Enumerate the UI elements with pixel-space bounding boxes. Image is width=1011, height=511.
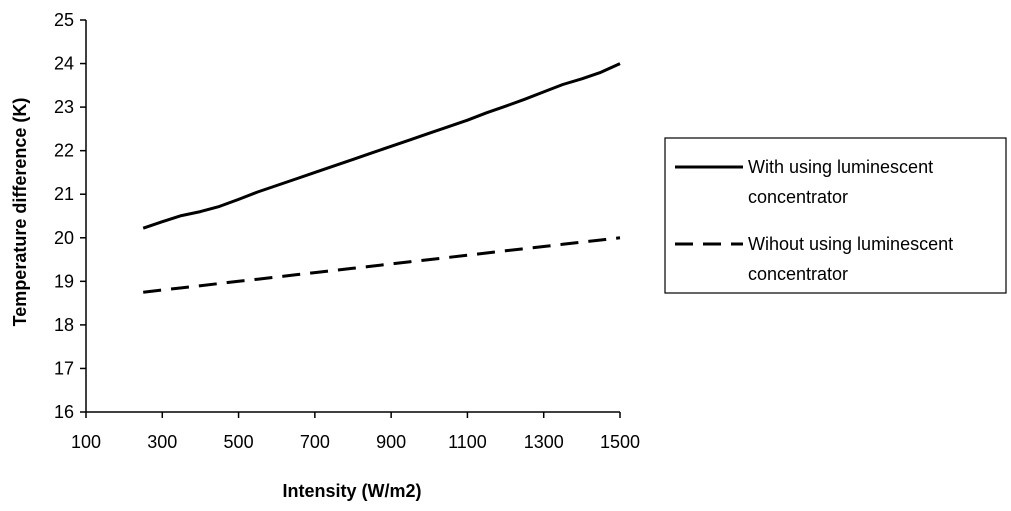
x-axis-title: Intensity (W/m2)	[282, 481, 421, 501]
legend-label-1-line-1: With using luminescent	[748, 157, 933, 177]
y-tick-label: 17	[54, 358, 74, 378]
legend: With using luminescent concentrator Wihout…	[664, 137, 1007, 294]
y-tick-label: 21	[54, 184, 74, 204]
y-tick-label: 16	[54, 402, 74, 422]
legend-label-2-line-1: Wihout using luminescent	[748, 234, 953, 254]
axes: 16 17 18 19 20 21 22 23 24 25 100 300 500 700 900 1100 1…	[54, 10, 640, 452]
y-tick-label: 23	[54, 97, 74, 117]
legend-label-2-line-2: concentrator	[748, 264, 848, 284]
series-line-1	[142, 62, 621, 230]
x-tick-label: 100	[71, 432, 101, 452]
y-axis-title: Temperature difference (K)	[10, 98, 30, 327]
x-tick-label: 1500	[600, 432, 640, 452]
x-tick-label: 900	[376, 432, 406, 452]
plot-area	[142, 62, 621, 294]
series-line-2	[143, 236, 621, 294]
y-tick-label: 20	[54, 228, 74, 248]
x-tick-label: 500	[224, 432, 254, 452]
legend-box	[664, 137, 1007, 294]
x-tick-label: 1100	[448, 432, 487, 452]
x-tick-label: 300	[147, 432, 177, 452]
y-tick-label: 24	[54, 54, 74, 74]
x-tick-label: 700	[300, 432, 330, 452]
y-tick-label: 22	[54, 141, 74, 161]
x-tick-label: 1300	[524, 432, 564, 452]
y-tick-label: 19	[54, 271, 74, 291]
y-tick-label: 25	[54, 10, 74, 30]
y-tick-label: 18	[54, 315, 74, 335]
legend-label-1-line-2: concentrator	[748, 187, 848, 207]
